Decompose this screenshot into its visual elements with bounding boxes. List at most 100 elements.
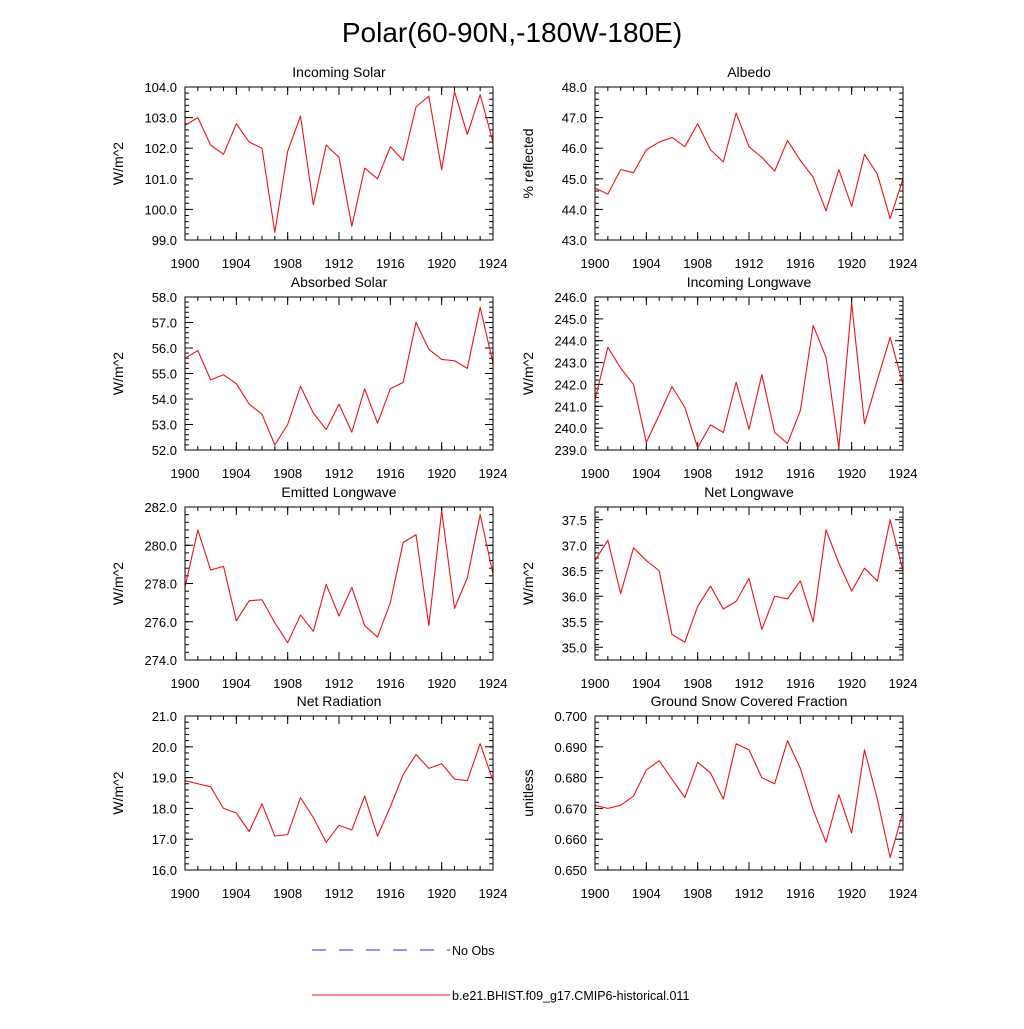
chart-panel: Net Radiation W/m^2 1900 1904 1908 1912 1916 19… [110, 693, 507, 901]
plot-frame [184, 506, 494, 661]
x-tick-label: 1908 [683, 466, 712, 481]
y-tick-label: 16.0 [152, 863, 177, 878]
panel-title: Incoming Longwave [687, 274, 812, 290]
y-tick-label: 242.0 [554, 377, 587, 392]
x-tick-label: 1920 [837, 256, 866, 271]
x-tick-label: 1912 [735, 256, 764, 271]
y-tick-label: 43.0 [562, 233, 587, 248]
x-tick-label: 1920 [837, 466, 866, 481]
y-tick-label: 0.660 [554, 832, 587, 847]
plot-frame [184, 715, 494, 871]
x-tick-label: 1924 [479, 256, 508, 271]
y-tick-label: 280.0 [144, 538, 177, 553]
legend-obs-label: No Obs [452, 944, 494, 958]
y-tick-label: 44.0 [562, 202, 587, 217]
x-tick-label: 1912 [325, 256, 354, 271]
x-tick-label: 1920 [427, 466, 456, 481]
x-tick-label: 1900 [581, 256, 610, 271]
y-tick-label: 0.690 [554, 740, 587, 755]
y-tick-label: 20.0 [152, 740, 177, 755]
y-tick-label: 53.0 [152, 418, 177, 433]
y-tick-label: 56.0 [152, 341, 177, 356]
x-tick-label: 1924 [479, 466, 508, 481]
x-tick-label: 1920 [837, 676, 866, 691]
y-tick-label: 18.0 [152, 801, 177, 816]
x-tick-label: 1912 [735, 466, 764, 481]
y-tick-label: 241.0 [554, 399, 587, 414]
x-tick-label: 1924 [479, 676, 508, 691]
x-tick-label: 1924 [889, 466, 918, 481]
y-tick-label: 0.650 [554, 863, 587, 878]
plot-frame [594, 715, 904, 871]
y-tick-label: 55.0 [152, 367, 177, 382]
plot-frame [594, 506, 904, 661]
y-tick-label: 48.0 [562, 80, 587, 95]
y-axis-label: unitless [520, 769, 536, 816]
y-tick-label: 37.5 [562, 513, 587, 528]
y-tick-label: 245.0 [554, 312, 587, 327]
plot-frame [184, 86, 494, 241]
y-tick-label: 99.0 [152, 233, 177, 248]
series-line [184, 91, 494, 233]
y-tick-label: 243.0 [554, 356, 587, 371]
x-tick-label: 1908 [683, 886, 712, 901]
chart-panel: Incoming Longwave W/m^2 1900 1904 1908 1912 19… [520, 274, 917, 481]
panel-title: Incoming Solar [292, 64, 386, 80]
y-axis-label: W/m^2 [520, 562, 536, 605]
series-line [594, 519, 904, 643]
chart-panel: Emitted Longwave W/m^2 1900 1904 1908 1912 191… [110, 484, 507, 691]
x-tick-label: 1924 [889, 886, 918, 901]
y-tick-label: 17.0 [152, 832, 177, 847]
panel-title: Albedo [727, 64, 771, 80]
y-tick-label: 100.0 [144, 202, 177, 217]
y-tick-label: 47.0 [562, 111, 587, 126]
y-axis-label: W/m^2 [110, 352, 126, 395]
x-tick-label: 1908 [273, 256, 302, 271]
legend-model-label: b.e21.BHIST.f09_g17.CMIP6-historical.011 [452, 989, 689, 1003]
y-tick-label: 52.0 [152, 443, 177, 458]
y-axis-label: W/m^2 [110, 562, 126, 605]
series-line [594, 112, 904, 220]
x-tick-label: 1912 [325, 886, 354, 901]
x-tick-label: 1908 [273, 676, 302, 691]
chart-panel: Absorbed Solar W/m^2 1900 1904 1908 1912 1916 1… [110, 274, 507, 481]
series-line [594, 740, 904, 859]
x-tick-label: 1908 [273, 886, 302, 901]
plot-frame [594, 296, 904, 451]
panel-title: Absorbed Solar [291, 274, 388, 290]
x-tick-label: 1904 [632, 676, 661, 691]
panel-title: Net Radiation [297, 693, 382, 709]
y-tick-label: 104.0 [144, 80, 177, 95]
y-tick-label: 54.0 [152, 392, 177, 407]
y-tick-label: 45.0 [562, 172, 587, 187]
x-tick-label: 1920 [427, 886, 456, 901]
y-tick-label: 276.0 [144, 615, 177, 630]
x-tick-label: 1924 [889, 256, 918, 271]
y-tick-label: 35.5 [562, 615, 587, 630]
series-line [184, 510, 494, 644]
x-tick-label: 1904 [222, 256, 251, 271]
legend: No Obs b.e21.BHIST.f09_g17.CMIP6-histori… [312, 944, 689, 1003]
x-tick-label: 1900 [581, 676, 610, 691]
x-tick-label: 1904 [632, 886, 661, 901]
y-tick-label: 19.0 [152, 771, 177, 786]
x-tick-label: 1916 [376, 886, 405, 901]
y-tick-label: 36.0 [562, 589, 587, 604]
x-tick-label: 1900 [171, 676, 200, 691]
x-tick-label: 1924 [479, 886, 508, 901]
x-tick-label: 1904 [632, 256, 661, 271]
x-tick-label: 1916 [376, 256, 405, 271]
y-tick-label: 239.0 [554, 443, 587, 458]
x-tick-label: 1912 [325, 676, 354, 691]
x-tick-label: 1916 [786, 676, 815, 691]
x-tick-label: 1916 [786, 256, 815, 271]
x-tick-label: 1904 [632, 466, 661, 481]
y-tick-label: 57.0 [152, 316, 177, 331]
x-tick-label: 1900 [581, 886, 610, 901]
x-tick-label: 1900 [581, 466, 610, 481]
x-tick-label: 1916 [786, 886, 815, 901]
y-tick-label: 0.670 [554, 801, 587, 816]
y-tick-label: 278.0 [144, 577, 177, 592]
